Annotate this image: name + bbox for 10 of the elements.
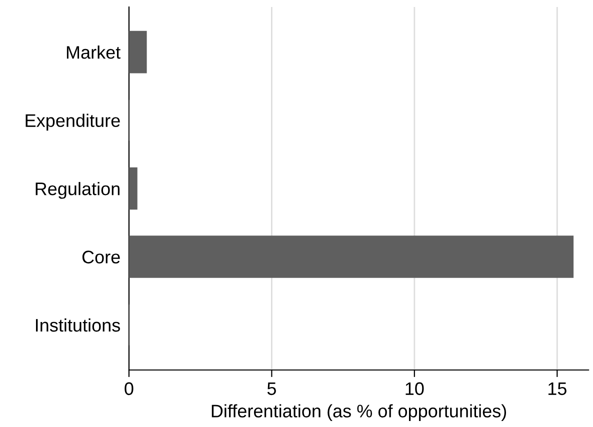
y-tick-label: Expenditure	[26, 114, 120, 131]
x-tick-label: 10	[406, 382, 424, 396]
x-tick-label: 15	[548, 382, 566, 396]
x-axis-title: Differentiation (as % of opportunities)	[212, 404, 506, 422]
y-tick-label: Institutions	[36, 318, 120, 332]
y-tick-label: Core	[82, 250, 120, 264]
y-tick-label: Market	[66, 46, 121, 59]
x-tick-label: 5	[267, 382, 276, 396]
x-tick-label: 0	[124, 382, 134, 396]
y-tick-label: Regulation	[36, 182, 120, 199]
